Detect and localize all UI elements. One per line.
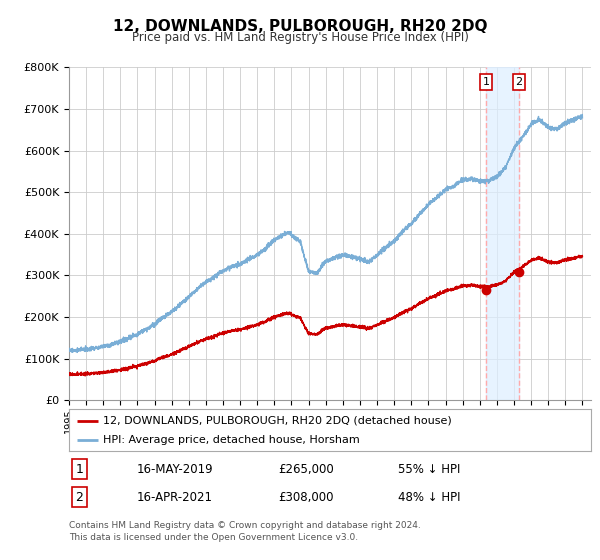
Text: Price paid vs. HM Land Registry's House Price Index (HPI): Price paid vs. HM Land Registry's House … [131, 31, 469, 44]
Text: 2: 2 [76, 491, 83, 504]
Text: £265,000: £265,000 [278, 463, 334, 476]
Text: 1: 1 [76, 463, 83, 476]
Text: 55% ↓ HPI: 55% ↓ HPI [398, 463, 460, 476]
Text: 48% ↓ HPI: 48% ↓ HPI [398, 491, 460, 504]
Text: 12, DOWNLANDS, PULBOROUGH, RH20 2DQ: 12, DOWNLANDS, PULBOROUGH, RH20 2DQ [113, 20, 487, 34]
Text: 16-APR-2021: 16-APR-2021 [137, 491, 213, 504]
Text: 1: 1 [482, 77, 490, 87]
Text: £308,000: £308,000 [278, 491, 334, 504]
Text: 2: 2 [515, 77, 523, 87]
Text: 16-MAY-2019: 16-MAY-2019 [137, 463, 214, 476]
Text: Contains HM Land Registry data © Crown copyright and database right 2024.
This d: Contains HM Land Registry data © Crown c… [69, 521, 421, 542]
Text: HPI: Average price, detached house, Horsham: HPI: Average price, detached house, Hors… [103, 435, 359, 445]
Text: 12, DOWNLANDS, PULBOROUGH, RH20 2DQ (detached house): 12, DOWNLANDS, PULBOROUGH, RH20 2DQ (det… [103, 416, 452, 426]
Bar [486, 67, 519, 400]
